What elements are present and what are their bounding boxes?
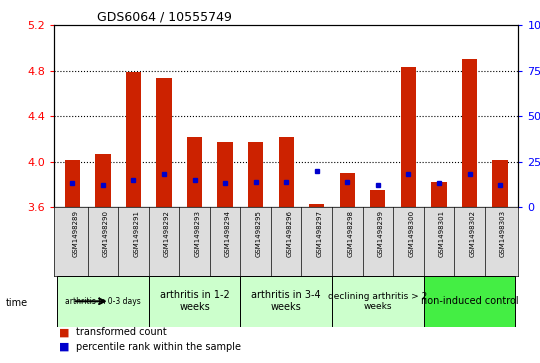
Text: GSM1498301: GSM1498301	[439, 210, 445, 257]
Bar	[401, 68, 416, 207]
Text: arthritis in 1-2
weeks: arthritis in 1-2 weeks	[160, 290, 230, 312]
Bar	[148, 276, 240, 327]
Text: GSM1498292: GSM1498292	[164, 210, 170, 257]
Text: declining arthritis > 2
weeks: declining arthritis > 2 weeks	[328, 291, 428, 311]
Bar	[332, 276, 424, 327]
Text: non-induced control: non-induced control	[421, 296, 518, 306]
Text: GSM1498291: GSM1498291	[133, 210, 139, 257]
Text: GDS6064 / 10555749: GDS6064 / 10555749	[97, 11, 232, 24]
Text: GSM1498296: GSM1498296	[286, 210, 292, 257]
Text: GSM1498297: GSM1498297	[317, 210, 323, 257]
Bar	[431, 182, 447, 207]
Text: percentile rank within the sample: percentile rank within the sample	[76, 342, 241, 352]
Bar	[462, 60, 477, 207]
Text: time: time	[5, 298, 28, 308]
Bar	[157, 78, 172, 207]
Text: GSM1498294: GSM1498294	[225, 210, 231, 257]
Text: ■: ■	[59, 327, 70, 337]
Bar	[218, 142, 233, 207]
Bar	[126, 72, 141, 207]
Text: GSM1498293: GSM1498293	[194, 210, 200, 257]
Bar	[248, 142, 264, 207]
Text: GSM1498300: GSM1498300	[408, 210, 414, 257]
Text: GSM1498302: GSM1498302	[469, 210, 476, 257]
Bar	[57, 276, 148, 327]
Bar	[279, 136, 294, 207]
Text: arthritis in 0-3 days: arthritis in 0-3 days	[65, 297, 141, 306]
Text: ■: ■	[59, 342, 70, 352]
Text: GSM1498290: GSM1498290	[103, 210, 109, 257]
Text: transformed count: transformed count	[76, 327, 166, 337]
Bar	[340, 173, 355, 207]
Bar	[309, 204, 325, 207]
Text: arthritis in 3-4
weeks: arthritis in 3-4 weeks	[252, 290, 321, 312]
Text: GSM1498289: GSM1498289	[72, 210, 78, 257]
Text: GSM1498295: GSM1498295	[255, 210, 262, 257]
Bar	[240, 276, 332, 327]
Bar	[65, 160, 80, 207]
Bar	[370, 190, 386, 207]
Bar	[492, 160, 508, 207]
Text: GSM1498298: GSM1498298	[347, 210, 353, 257]
Bar	[424, 276, 515, 327]
Text: GSM1498303: GSM1498303	[500, 210, 506, 257]
Bar	[187, 136, 202, 207]
Text: GSM1498299: GSM1498299	[378, 210, 384, 257]
Bar	[95, 154, 111, 207]
